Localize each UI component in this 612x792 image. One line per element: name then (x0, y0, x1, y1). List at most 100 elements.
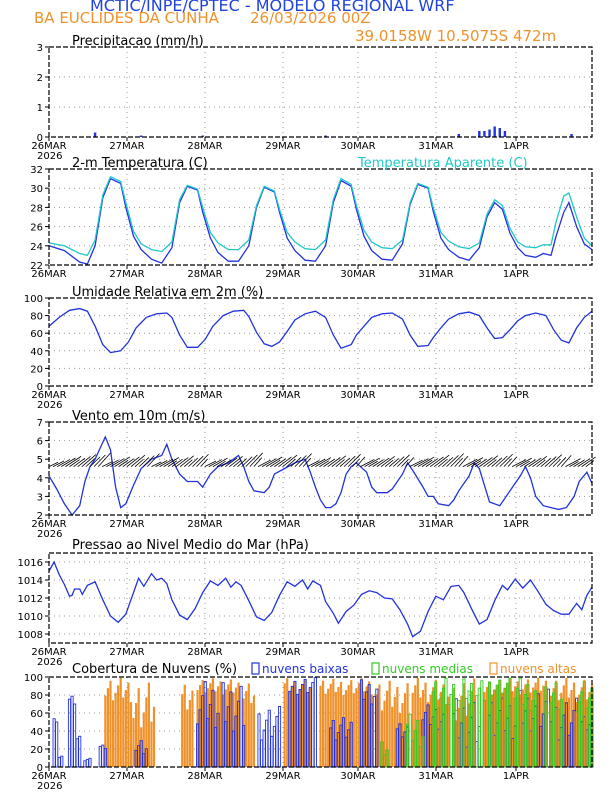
wind-arrow (147, 453, 160, 467)
wind-arrow (388, 458, 399, 467)
cloud-bar-nuvens-altas (304, 679, 307, 767)
wind-arrow (179, 455, 194, 467)
series-line-umidade-relativa (48, 307, 593, 354)
wind-arrow (409, 459, 423, 467)
cloud-bar-nuvens-altas (291, 686, 294, 767)
cloud-bar-nuvens-altas (181, 694, 184, 767)
wind-arrow (151, 461, 162, 468)
precip-bar (488, 129, 491, 137)
wind-arrow (290, 457, 302, 467)
cloud-bar-nuvens-baixas (60, 755, 64, 768)
x-tick-year: 2026 (37, 781, 62, 792)
cloud-bar-nuvens-baixas (57, 756, 61, 768)
wind-arrow (569, 461, 579, 467)
y-tick-label: 26 (30, 223, 43, 234)
cloud-bar-nuvens-altas (211, 678, 215, 767)
wind-arrow (413, 458, 429, 467)
wind-arrow (245, 454, 258, 467)
cloud-bar-nuvens-altas (432, 687, 435, 767)
y-tick-label: 20 (30, 745, 43, 756)
wind-arrow (347, 453, 361, 467)
wind-arrow (302, 457, 312, 467)
cloud-bar-nuvens-altas (306, 692, 309, 767)
cloud-bar-nuvens-altas (111, 700, 115, 767)
cloud-bar-nuvens-altas (393, 696, 396, 767)
wind-arrow (142, 455, 155, 467)
cloud-bar-nuvens-baixas (272, 725, 276, 768)
x-tick-label: 29MAR (265, 141, 300, 152)
wind-arrow (114, 456, 131, 467)
wind-arrow (556, 457, 567, 467)
x-tick-label: 26MAR (31, 771, 66, 782)
cloud-bar-nuvens-altas (106, 688, 110, 767)
cloud-bar-nuvens-altas (247, 683, 250, 767)
x-tick-label: 28MAR (187, 647, 222, 658)
cloud-bar-nuvens-altas (286, 678, 289, 767)
wind-arrow (433, 454, 450, 467)
cloud-bar-nuvens-altas (134, 703, 138, 767)
cloud-bar-nuvens-altas (578, 694, 581, 767)
cloud-bar-nuvens-altas (114, 692, 117, 767)
cloud-bar-nuvens-altas (296, 694, 299, 767)
x-tick-label: 26MAR (31, 647, 66, 658)
y-tick-label: 40 (30, 347, 43, 358)
x-tick-label: 28MAR (187, 141, 222, 152)
panel-frame (48, 421, 593, 516)
x-tick-label: 29MAR (265, 390, 300, 401)
x-tick-label: 28MAR (187, 519, 222, 530)
precip-bar (93, 132, 97, 137)
cloud-bar-nuvens-altas (293, 681, 296, 767)
cloud-bar-nuvens-altas (360, 678, 363, 767)
precip-bar (478, 131, 481, 137)
cloud-bar-nuvens-baixas (257, 713, 261, 768)
cloud-bar-nuvens-medias (480, 680, 484, 768)
wind-arrow (470, 460, 482, 467)
cloud-bar-nuvens-altas (585, 699, 588, 767)
cloud-bar-nuvens-altas (429, 694, 432, 767)
x-tick-label: 28MAR (187, 771, 222, 782)
cloud-bar-nuvens-medias (475, 695, 479, 768)
cloud-bar-nuvens-altas (232, 692, 235, 767)
cloud-bar-nuvens-altas (199, 685, 202, 767)
legend-nuvens-baixas: nuvens baixas (262, 662, 348, 676)
y-tick-label: 1008 (18, 630, 43, 641)
wind-arrow (331, 455, 347, 467)
precip-bar (503, 131, 507, 137)
cloud-bar-nuvens-altas (127, 682, 130, 767)
cloud-bar-nuvens-altas (465, 715, 468, 767)
cloud-bar-nuvens-altas (388, 680, 391, 767)
cloud-bar-nuvens-altas (321, 680, 325, 767)
cloud-bar-nuvens-altas (383, 700, 386, 767)
cloud-bar-nuvens-altas (327, 688, 330, 767)
panel-frame (48, 552, 593, 644)
cloud-bar-nuvens-altas (572, 682, 576, 767)
x-tick-label: 28MAR (187, 269, 222, 280)
wind-arrow (315, 457, 332, 467)
series-line-temperatura-aparente (48, 175, 593, 257)
x-tick-label: 28MAR (187, 390, 222, 401)
cloud-bar-nuvens-altas (575, 702, 578, 767)
y-tick-label: 28 (30, 203, 43, 214)
cloud-bar-nuvens-altas (119, 677, 122, 767)
wind-arrow (454, 457, 464, 467)
cloud-bar-nuvens-altas (342, 695, 345, 767)
y-tick-label: 0 (37, 382, 43, 393)
cloud-bar-nuvens-altas (337, 686, 340, 767)
cloud-bar-nuvens-altas (483, 691, 486, 767)
wind-arrow (421, 459, 433, 467)
wind-arrow (417, 456, 435, 467)
cloud-bar-nuvens-altas (544, 680, 547, 767)
cloud-bar-nuvens-altas (403, 693, 407, 767)
cloud-bar-nuvens-altas (565, 677, 568, 767)
cloud-bar-nuvens-altas (137, 688, 140, 767)
wind-arrow (323, 458, 335, 467)
panel-title: 2-m Temperatura (C) (72, 156, 208, 171)
cloud-bar-nuvens-altas (444, 704, 448, 767)
x-tick-label: 31MAR (418, 269, 453, 280)
cloud-bar-nuvens-altas (562, 685, 565, 767)
wind-arrow (499, 453, 513, 467)
wind-arrow (524, 459, 536, 467)
y-tick-label: 32 (30, 165, 43, 176)
cloud-bar-nuvens-altas (460, 695, 463, 767)
wind-arrow (495, 455, 508, 467)
